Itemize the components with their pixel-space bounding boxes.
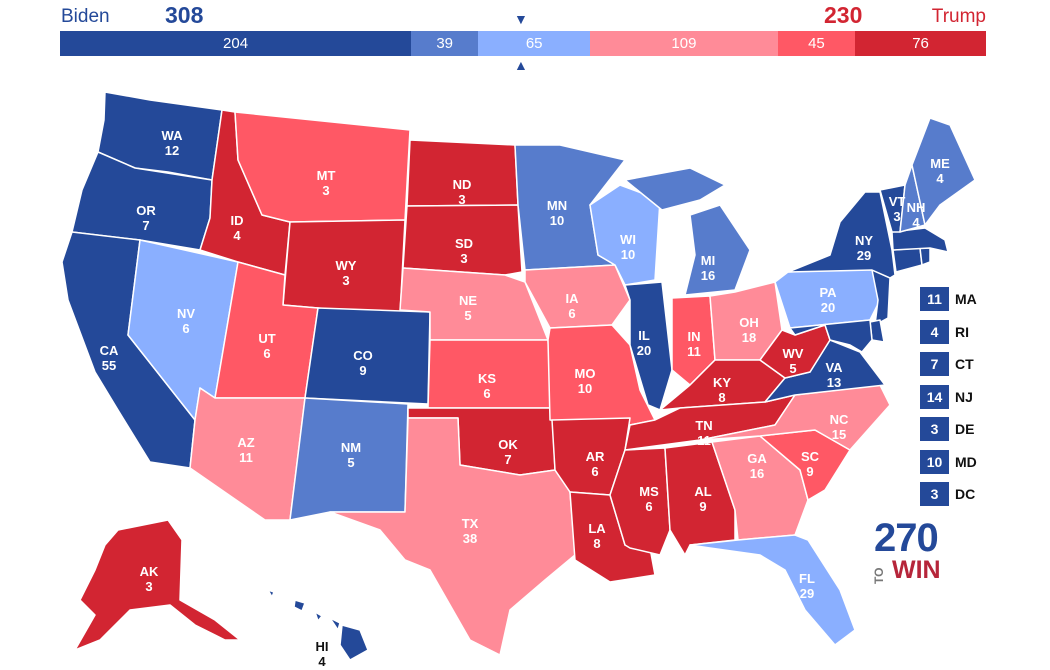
state-label-mi: MI 16	[701, 253, 715, 283]
state-il[interactable]	[624, 281, 673, 411]
logo-to: TO	[872, 567, 886, 584]
state-label-ok: OK 7	[498, 437, 518, 467]
state-ny[interactable]	[787, 191, 896, 279]
state-label-ks: KS 6	[478, 371, 496, 401]
state-label-oh: OH 18	[739, 315, 759, 345]
small-state-abbr: CT	[955, 356, 974, 372]
state-fl[interactable]	[689, 534, 856, 646]
state-label-sd: SD 3	[455, 236, 473, 266]
biden-total: 308	[165, 2, 204, 28]
state-wi[interactable]	[589, 184, 661, 286]
state-label-nv: NV 6	[177, 306, 195, 336]
logo-number: 270	[874, 516, 939, 560]
state-label-tn: TN 11	[695, 418, 712, 448]
state-label-ny: NY 29	[855, 233, 873, 263]
state-label-nc: NC 15	[830, 412, 849, 442]
trump-total: 230	[824, 2, 863, 28]
state-label-ut: UT 6	[258, 331, 275, 361]
state-label-az: AZ 11	[237, 435, 254, 465]
state-label-va: VA 13	[825, 360, 843, 390]
majority-marker-top-icon: ▼	[514, 11, 528, 27]
state-label-mo: MO 10	[575, 366, 596, 396]
state-label-ak: AK 3	[140, 564, 159, 594]
small-state-ev: 7	[920, 352, 949, 376]
state-mt[interactable]	[234, 111, 411, 223]
small-state-abbr: DC	[955, 486, 976, 502]
majority-marker-bottom-icon: ▲	[514, 57, 528, 73]
tally-segment: 39	[411, 31, 479, 56]
state-tx[interactable]	[329, 417, 576, 656]
state-label-nd: ND 3	[453, 177, 472, 207]
state-label-vt: VT 3	[889, 194, 906, 224]
state-label-mn: MN 10	[547, 198, 567, 228]
state-label-wy: WY 3	[336, 258, 357, 288]
state-ct[interactable]	[892, 247, 923, 273]
state-label-ms: MS 6	[639, 484, 659, 514]
state-label-ne: NE 5	[459, 293, 477, 323]
state-label-co: CO 9	[353, 348, 373, 378]
state-label-ia: IA 6	[566, 291, 580, 321]
small-state-ev: 14	[920, 384, 949, 409]
tally-segment: 76	[855, 31, 986, 56]
state-label-nh: NH 4	[907, 200, 926, 230]
state-ma[interactable]	[891, 227, 949, 253]
state-md[interactable]	[789, 319, 873, 353]
270towin-logo: 270 TO WIN	[872, 518, 952, 584]
small-state-ev: 4	[920, 319, 949, 344]
state-label-wv: WV 5	[783, 346, 804, 376]
state-ri[interactable]	[919, 247, 931, 266]
state-label-il: IL 20	[637, 328, 651, 358]
small-state-abbr: NJ	[955, 388, 973, 405]
state-mi[interactable]	[624, 167, 751, 296]
state-label-tx: TX 38	[462, 516, 479, 546]
logo-win: WIN	[892, 556, 941, 584]
state-me[interactable]	[911, 117, 976, 226]
state-ak[interactable]	[74, 519, 241, 651]
state-wa[interactable]	[97, 91, 223, 181]
tally-segment: 65	[478, 31, 591, 56]
state-label-pa: PA 20	[819, 285, 837, 315]
tally-segment: 109	[590, 31, 778, 56]
state-label-id: ID 4	[231, 213, 244, 243]
state-label-la: LA 8	[588, 521, 606, 551]
state-label-ar: AR 6	[586, 449, 605, 479]
state-label-mt: MT 3	[317, 168, 336, 198]
state-label-ca: CA 55	[100, 343, 119, 373]
small-state-ev: 10	[920, 449, 949, 474]
small-state-abbr: MD	[955, 453, 977, 470]
state-label-al: AL 9	[694, 484, 711, 514]
state-label-wi: WI 10	[620, 232, 636, 262]
state-label-sc: SC 9	[801, 449, 820, 479]
state-label-ky: KY 8	[713, 375, 731, 405]
tally-segment: 204	[60, 31, 412, 56]
trump-label: Trump	[931, 6, 986, 27]
us-electoral-map: WA 12 OR 7 CA 55 NV 6 ID 4 MT 3 WY 3 UT 6 AZ 11 CO 9 NM 5 ND 3 S…	[61, 91, 976, 669]
small-state-ev: 11	[920, 287, 949, 311]
state-sd[interactable]	[402, 204, 523, 276]
state-label-fl: FL 29	[799, 571, 815, 601]
state-label-in: IN 11	[687, 329, 701, 359]
state-label-nm: NM 5	[341, 440, 361, 470]
state-label-me: ME 4	[930, 156, 950, 186]
electoral-tally-bar: 204 39 65 109 45 76	[60, 31, 986, 56]
state-label-ga: GA 16	[747, 451, 767, 481]
biden-label: Biden	[61, 6, 110, 27]
state-label-or: OR 7	[136, 203, 156, 233]
small-state-ev: 3	[920, 482, 949, 506]
state-label-wa: WA 12	[162, 128, 184, 158]
state-hi[interactable]	[267, 589, 369, 661]
small-state-abbr: RI	[955, 323, 969, 340]
state-label-hi: HI 4	[316, 639, 329, 669]
tally-segment: 45	[777, 31, 856, 56]
small-state-abbr: DE	[955, 421, 975, 437]
small-state-abbr: MA	[955, 291, 977, 307]
small-state-ev: 3	[920, 417, 949, 441]
